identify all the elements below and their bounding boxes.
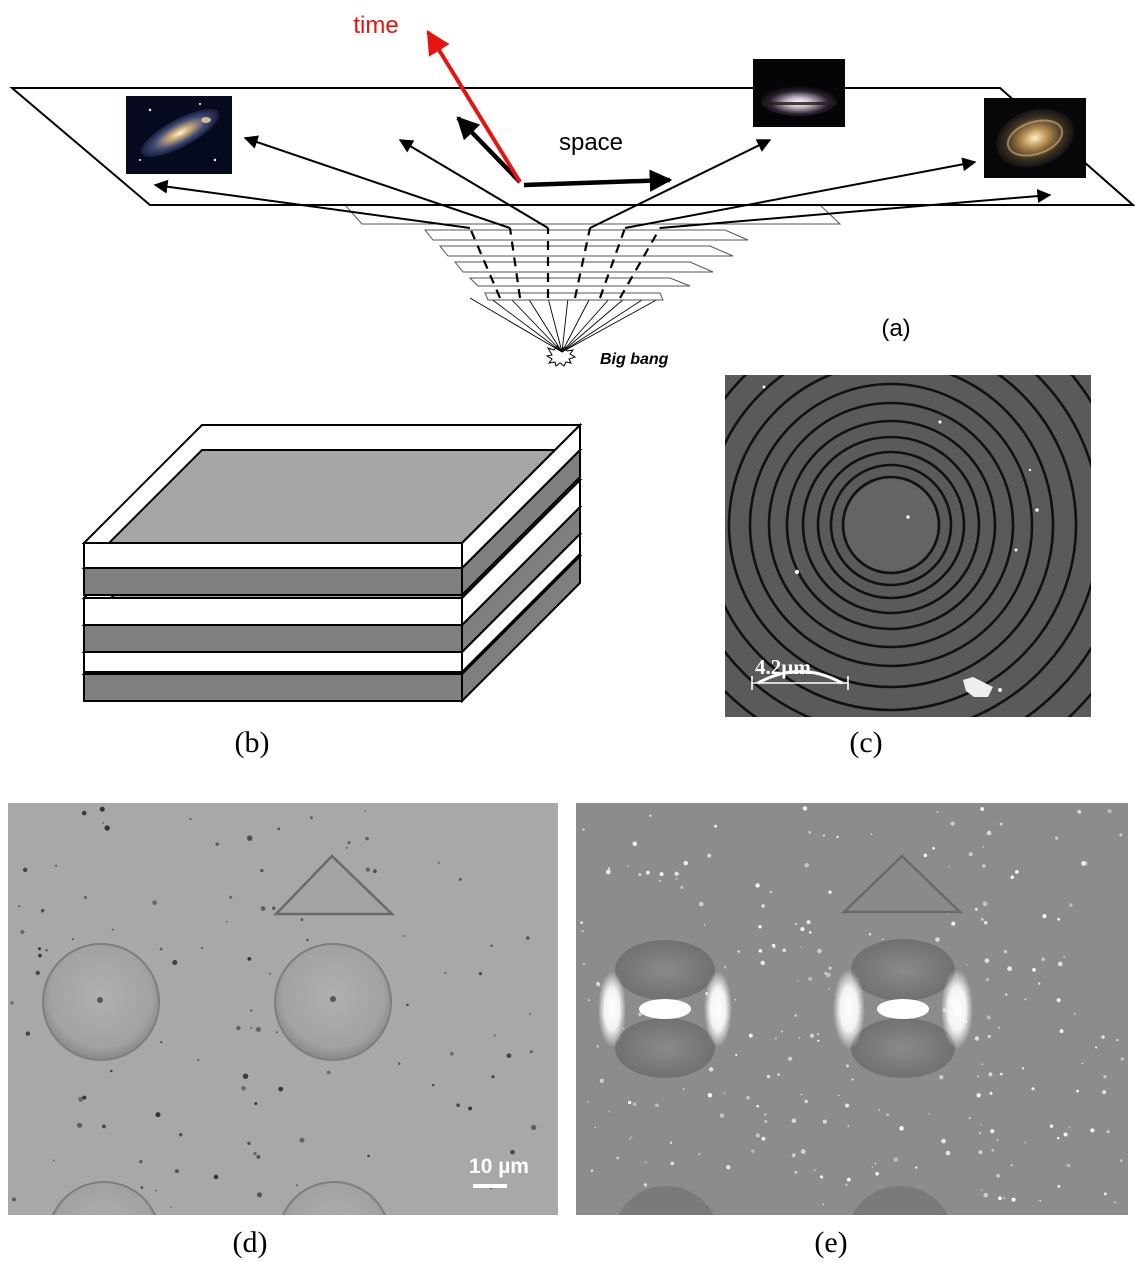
spiral-galaxy-image bbox=[984, 98, 1086, 178]
ring bbox=[785, 419, 997, 631]
time-arrow bbox=[426, 29, 522, 184]
fan-line bbox=[561, 297, 646, 353]
ring bbox=[801, 435, 981, 615]
stack-layer bbox=[81, 447, 583, 598]
panel-e-caption: (e) bbox=[814, 1226, 847, 1259]
fan-line bbox=[561, 297, 591, 353]
surface-particles bbox=[762, 385, 1039, 697]
stack-layer bbox=[81, 422, 583, 571]
dashed-worldlines bbox=[468, 227, 661, 299]
concentric-rings bbox=[725, 375, 1091, 717]
scale-arc bbox=[757, 670, 843, 685]
time-label: time bbox=[353, 12, 398, 39]
fan-line bbox=[561, 297, 626, 353]
ring bbox=[727, 375, 1055, 689]
panel-b-caption: (b) bbox=[235, 726, 270, 759]
ring bbox=[767, 401, 1015, 649]
ring bbox=[748, 382, 1034, 668]
fan-line bbox=[561, 297, 569, 353]
ring bbox=[725, 375, 1078, 712]
panel-d-caption: (d) bbox=[233, 1226, 268, 1259]
panel-e: (e) bbox=[576, 803, 1128, 1259]
fan-line bbox=[561, 297, 661, 353]
panel-c: 4.2µm (c) bbox=[725, 375, 1091, 759]
expansion-arrows bbox=[153, 135, 1052, 229]
ring bbox=[816, 450, 966, 600]
triangle-pyramid bbox=[840, 854, 964, 914]
sombrero-galaxy-image bbox=[753, 59, 845, 127]
split-dimple-left bbox=[598, 940, 732, 1078]
andromeda-galaxy-image bbox=[126, 96, 232, 174]
dimple-bottom-left bbox=[51, 1181, 157, 1215]
fan-line bbox=[561, 297, 611, 353]
ring bbox=[829, 463, 953, 587]
fan-line bbox=[527, 297, 563, 353]
panel-d-scale-label: 10 µm bbox=[469, 1155, 529, 1178]
panel-a-caption: (a) bbox=[881, 315, 910, 342]
panel-c-scale-label: 4.2µm bbox=[755, 655, 811, 679]
space-plane bbox=[9, 87, 1135, 206]
stack-layer bbox=[81, 477, 583, 628]
expansion-fan-lines bbox=[469, 297, 661, 353]
dimple-bottom-right bbox=[281, 1181, 387, 1215]
split-dimple-right bbox=[833, 939, 973, 1078]
fan-line bbox=[547, 297, 563, 353]
panel-c-caption: (c) bbox=[849, 726, 882, 759]
fan-line bbox=[489, 297, 563, 353]
panel-a: time space Big bang (a) bbox=[9, 12, 1135, 368]
fan-line bbox=[509, 297, 563, 353]
dimple-bottom-right bbox=[852, 1186, 948, 1215]
space-axis-arrow-left bbox=[456, 116, 522, 184]
panel-b: (b) bbox=[81, 422, 583, 759]
panel-d: 10 µm (d) bbox=[8, 803, 558, 1259]
earlier-space-slices bbox=[343, 204, 842, 301]
triangle-pyramid bbox=[273, 854, 396, 916]
space-label: space bbox=[559, 129, 623, 156]
fan-line bbox=[469, 297, 563, 353]
dimple-bottom-left bbox=[618, 1186, 714, 1215]
scale-bar bbox=[473, 1184, 507, 1188]
big-bang-label: Big bang bbox=[600, 351, 669, 368]
layer-stack bbox=[81, 422, 583, 704]
ring bbox=[841, 475, 941, 575]
space-axis-arrow-right bbox=[523, 169, 673, 192]
